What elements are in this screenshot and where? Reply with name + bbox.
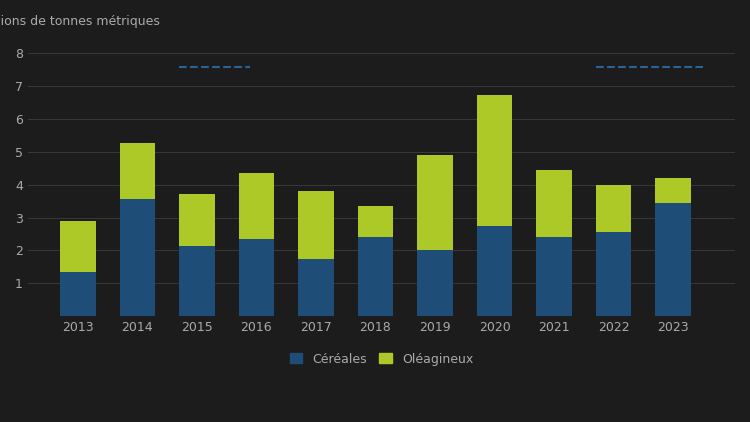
Bar — [656, 203, 691, 316]
Legend: Céréales, Oléagineux: Céréales, Oléagineux — [284, 346, 479, 372]
Bar — [119, 143, 155, 199]
Bar — [477, 95, 512, 226]
Text: millions de tonnes métriques: millions de tonnes métriques — [0, 15, 160, 28]
Bar — [536, 237, 572, 316]
Bar — [60, 272, 96, 316]
Bar — [596, 233, 632, 316]
Bar — [536, 170, 572, 237]
Bar — [238, 239, 274, 316]
Bar — [656, 178, 691, 203]
Bar — [417, 251, 453, 316]
Bar — [596, 184, 632, 233]
Bar — [298, 259, 334, 316]
Bar — [119, 199, 155, 316]
Bar — [358, 206, 393, 237]
Bar — [60, 221, 96, 272]
Bar — [358, 237, 393, 316]
Bar — [298, 191, 334, 259]
Bar — [477, 226, 512, 316]
Bar — [179, 195, 214, 246]
Bar — [179, 246, 214, 316]
Bar — [417, 155, 453, 251]
Bar — [238, 173, 274, 239]
